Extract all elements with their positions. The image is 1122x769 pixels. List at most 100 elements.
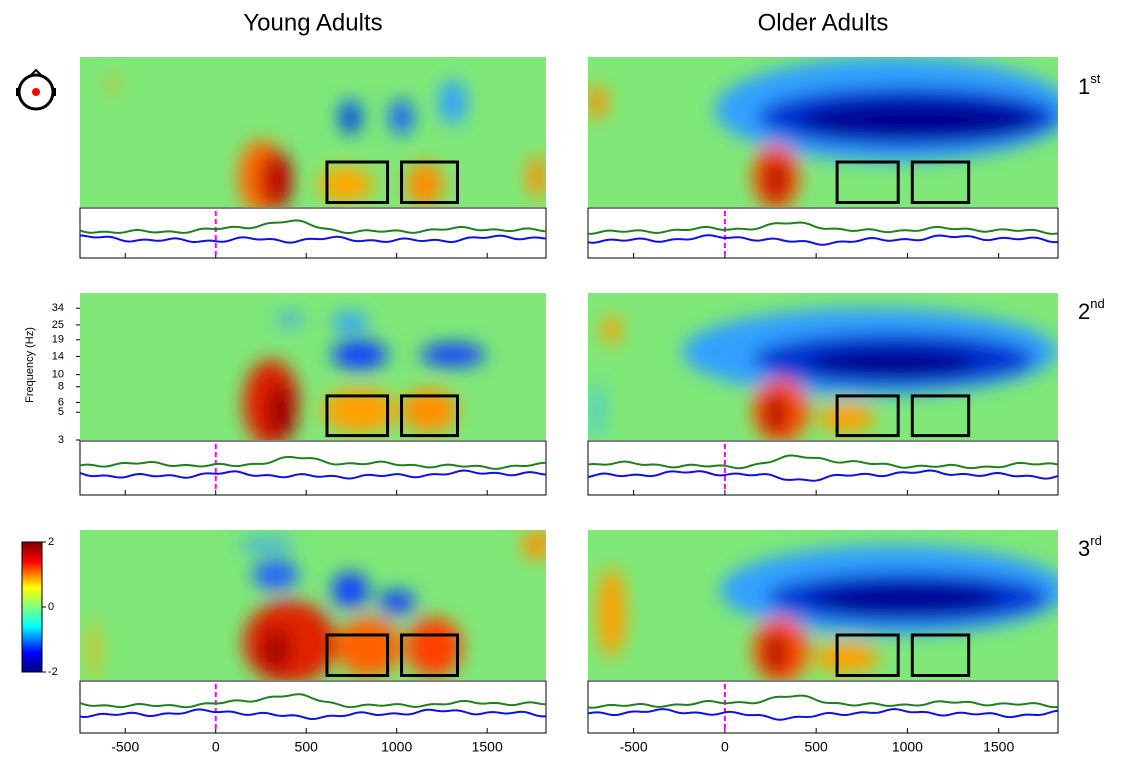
row-suffix: st	[1090, 71, 1101, 86]
waveform-green	[587, 454, 1059, 470]
heatmap-blob	[344, 111, 356, 129]
x-tick-label: 0	[212, 739, 220, 755]
y-tick-label: 6	[58, 396, 64, 408]
x-tick-label: 1500	[983, 739, 1014, 755]
waveform-green	[79, 455, 547, 470]
heatmap-blob	[389, 99, 414, 135]
time-window	[835, 633, 900, 677]
row-number: 1	[1078, 74, 1090, 99]
waveform-frame	[79, 207, 547, 259]
x-tick-label: 1000	[892, 739, 923, 755]
heatmap-panel	[588, 293, 1058, 440]
heatmap-panel	[588, 530, 1058, 680]
time-window	[400, 633, 459, 677]
waveform-blue	[587, 234, 1059, 246]
heatmap-blob	[813, 642, 880, 673]
heatmap-blob	[266, 381, 295, 440]
time-window	[835, 394, 900, 438]
heatmap-blob	[764, 630, 788, 676]
heatmap-blob	[592, 381, 603, 440]
row-label: 1st	[1078, 71, 1101, 98]
heatmap-blob	[799, 102, 1035, 138]
x-tick-label: -500	[111, 739, 139, 755]
row-label: 2nd	[1078, 296, 1105, 323]
heatmap-blob	[336, 617, 402, 677]
heatmap-panel	[80, 530, 546, 680]
heatmap-blob	[406, 162, 444, 207]
heatmap-blob	[406, 617, 463, 677]
waveform-panel	[587, 680, 1059, 734]
time-window	[835, 160, 900, 204]
y-tick-label: 14	[52, 350, 64, 362]
time-window	[910, 394, 971, 438]
heatmap-blob	[261, 627, 290, 673]
waveform-frame	[587, 680, 1059, 734]
heatmap-blob	[331, 572, 369, 608]
heatmap-panel	[80, 57, 546, 207]
y-tick-label: 3	[58, 434, 64, 446]
column-title: Older Adults	[758, 9, 889, 36]
heatmap-blob	[322, 388, 397, 433]
time-window	[910, 633, 971, 677]
heatmap-blob	[259, 150, 293, 207]
heatmap-blobs	[89, 530, 546, 680]
row-number: 2	[1078, 299, 1090, 324]
heatmap-blobs	[588, 57, 1058, 207]
waveform-blue	[587, 469, 1059, 482]
heatmap-blob	[252, 560, 300, 590]
heatmap-blob	[602, 315, 621, 345]
colorbar-tick-label: 0	[48, 601, 54, 613]
waveform-blue	[79, 708, 547, 720]
waveform-green	[79, 693, 547, 709]
heatmap-blob	[331, 312, 369, 333]
heatmap-blobs	[107, 76, 546, 207]
heatmap-blob	[238, 539, 295, 551]
heatmap-blob	[420, 342, 486, 367]
y-tick-label: 10	[52, 369, 64, 381]
heatmap-blobs	[243, 312, 486, 440]
colorbar	[21, 541, 43, 673]
x-tick-label: 500	[295, 739, 319, 755]
row-number: 3	[1078, 536, 1090, 561]
time-window	[325, 633, 390, 677]
waveform-blue	[79, 234, 547, 244]
heatmap-blob	[527, 154, 546, 200]
waveform-panel	[79, 207, 547, 259]
y-tick-label: 19	[52, 334, 64, 346]
row-label: 3rd	[1078, 533, 1102, 560]
y-tick-label: 8	[58, 381, 64, 393]
y-tick-label: 25	[52, 319, 64, 331]
x-tick-label: 1000	[381, 739, 412, 755]
heatmap-blob	[764, 157, 788, 203]
heatmap-blob	[438, 79, 467, 125]
heatmap-blob	[317, 166, 374, 203]
heatmap-blob	[107, 76, 118, 92]
heatmap-blobs	[592, 307, 1058, 440]
waveform-green	[587, 221, 1059, 235]
heatmap-blob	[597, 567, 626, 658]
waveform-blue	[587, 708, 1059, 721]
x-tick-label: 1500	[472, 739, 503, 755]
heatmap-blob	[401, 388, 458, 433]
heatmap-blob	[818, 403, 875, 433]
heatmap-blob	[813, 584, 1002, 614]
heatmap-blob	[522, 530, 546, 560]
x-tick-label: 0	[721, 739, 729, 755]
heatmap-bg	[80, 293, 546, 440]
heatmap-blob	[764, 391, 788, 436]
heatmap-blob	[808, 348, 979, 379]
heatmap-bg	[80, 57, 546, 207]
y-tick-label: 5	[58, 406, 64, 418]
waveform-frame	[79, 440, 547, 496]
time-window	[910, 160, 971, 204]
heatmap-blob	[331, 340, 388, 370]
column-title: Young Adults	[243, 9, 382, 36]
waveform-green	[587, 694, 1059, 709]
waveform-frame	[587, 207, 1059, 259]
heatmap-panel	[80, 293, 546, 440]
heatmap-panel	[588, 57, 1058, 207]
waveform-green	[79, 219, 547, 235]
y-axis-label: Frequency (Hz)	[24, 327, 36, 403]
time-window	[325, 160, 390, 204]
